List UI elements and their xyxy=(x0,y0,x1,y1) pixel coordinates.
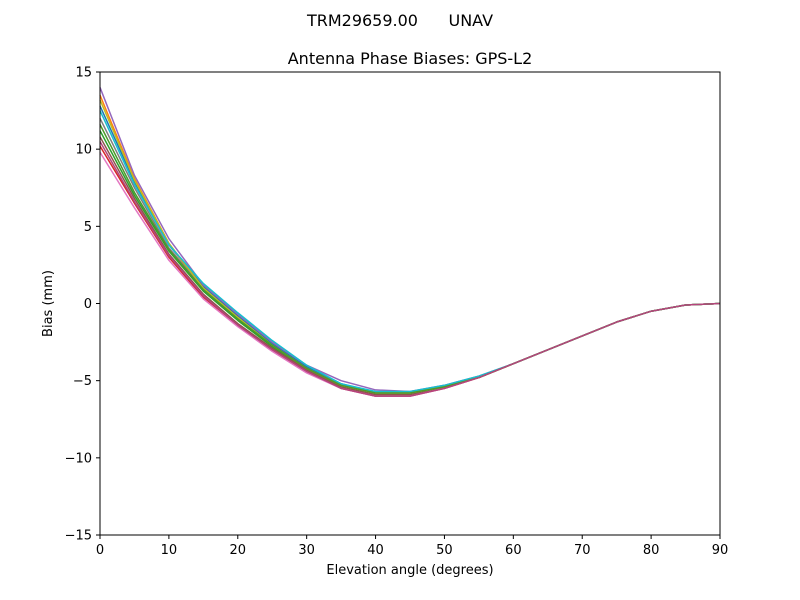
x-tick-label: 80 xyxy=(643,543,660,558)
x-tick-label: 60 xyxy=(505,543,522,558)
y-tick-label: 15 xyxy=(75,66,92,81)
series-line-6 xyxy=(99,136,721,396)
x-tick-label: 70 xyxy=(574,543,591,558)
y-tick-label: −15 xyxy=(65,529,92,544)
y-tick-label: −10 xyxy=(65,451,92,466)
series-line-5 xyxy=(99,87,721,393)
plot-frame xyxy=(99,71,721,536)
x-tick-label: 90 xyxy=(712,543,729,558)
x-tick-label: 20 xyxy=(230,543,247,558)
series-layer xyxy=(99,87,721,397)
series-line-11 xyxy=(99,124,721,394)
x-tick-label: 50 xyxy=(436,543,453,558)
x-tick-label: 0 xyxy=(96,543,104,558)
series-line-8 xyxy=(99,117,721,394)
series-line-9 xyxy=(99,99,721,394)
y-tick-label: 0 xyxy=(84,297,92,312)
y-axis-label: Bias (mm) xyxy=(41,270,56,337)
y-tick-label: 10 xyxy=(75,143,92,158)
y-tick-label: −5 xyxy=(73,374,92,389)
y-axis-ticks: 15 10 5 0 −5 −10 −15 xyxy=(65,66,100,544)
series-line-10 xyxy=(99,110,721,393)
chart-title: Antenna Phase Biases: GPS-L2 xyxy=(288,49,533,68)
x-axis-ticks: 0 10 20 30 40 50 60 70 80 90 xyxy=(96,535,728,558)
x-tick-label: 40 xyxy=(367,543,384,558)
y-tick-label: 5 xyxy=(84,220,92,235)
series-line-1 xyxy=(99,105,721,394)
x-tick-label: 10 xyxy=(161,543,178,558)
x-axis-label: Elevation angle (degrees) xyxy=(326,563,493,578)
x-tick-label: 30 xyxy=(298,543,315,558)
series-line-3 xyxy=(99,130,721,396)
series-line-12 xyxy=(99,141,721,397)
series-line-2 xyxy=(99,94,721,396)
figure-suptitle: TRM29659.00 UNAV xyxy=(306,11,493,30)
